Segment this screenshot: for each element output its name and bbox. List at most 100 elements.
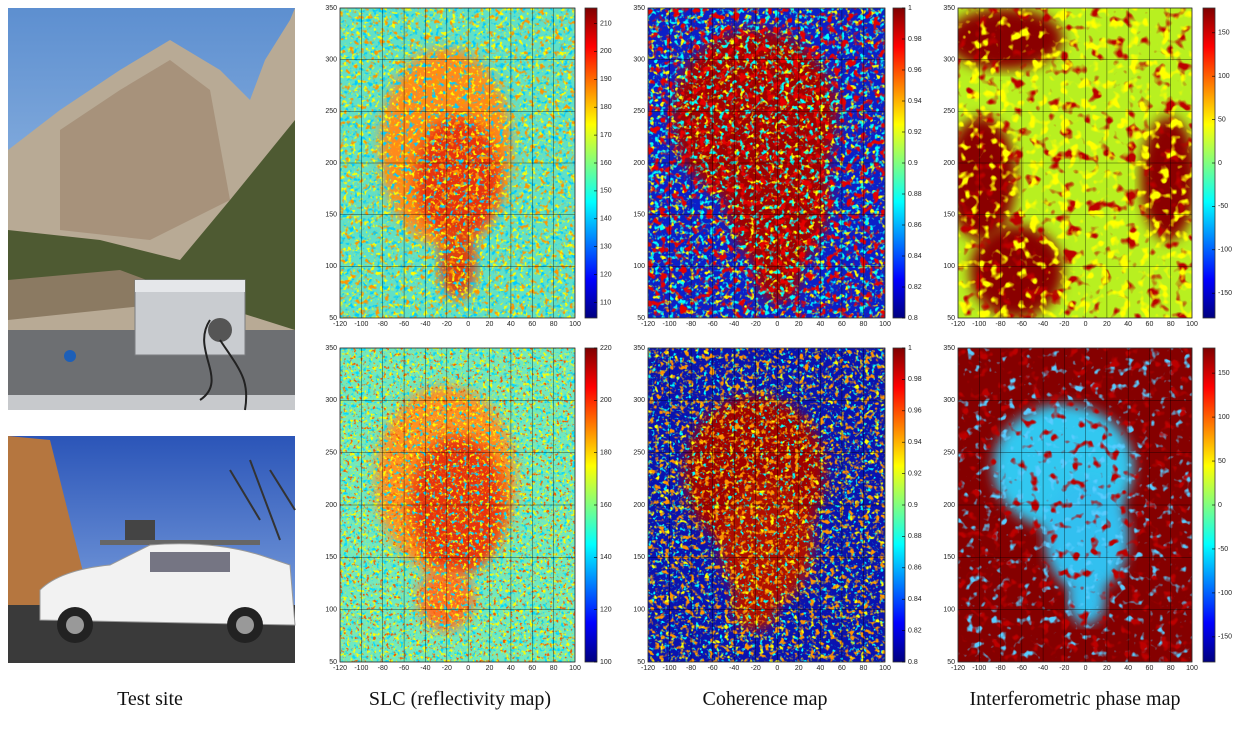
- y-tick-label: 100: [633, 263, 645, 270]
- colorbar-tick-label: 170: [600, 132, 612, 139]
- y-tick-label: 200: [633, 160, 645, 167]
- colorbar-tick-label: 140: [600, 554, 612, 561]
- x-tick-label: -20: [751, 321, 761, 328]
- y-tick-label: 250: [325, 108, 337, 115]
- colorbar-tick-label: 190: [600, 76, 612, 83]
- colorbar-tick-label: 1: [908, 5, 912, 12]
- y-tick-label: 300: [633, 57, 645, 64]
- x-tick-label: -80: [995, 321, 1005, 328]
- x-tick-label: -20: [751, 665, 761, 672]
- colorbar-tick-label: 0.94: [908, 439, 922, 446]
- x-tick-label: -80: [995, 665, 1005, 672]
- x-tick-label: -40: [729, 321, 739, 328]
- x-tick-label: 60: [1146, 665, 1154, 672]
- caption: Test site: [117, 688, 183, 710]
- photo-test-site-radar: [8, 8, 295, 411]
- x-tick-label: 40: [507, 665, 515, 672]
- colorbar-tick-label: -150: [1218, 634, 1232, 641]
- y-tick-label: 200: [325, 502, 337, 509]
- x-tick-label: 0: [1084, 665, 1088, 672]
- x-tick-label: 0: [775, 665, 779, 672]
- colorbar-tick-label: 200: [600, 397, 612, 404]
- x-tick-label: 20: [486, 665, 494, 672]
- colorbar-tick-label: 130: [600, 244, 612, 251]
- x-tick-label: 60: [528, 321, 536, 328]
- x-tick-label: -80: [686, 665, 696, 672]
- y-tick-label: 50: [947, 315, 955, 322]
- x-tick-label: 80: [550, 665, 558, 672]
- x-tick-label: 80: [860, 665, 868, 672]
- colorbar-tick-label: 0.96: [908, 67, 922, 74]
- colorbar-tick-label: 0.86: [908, 222, 922, 229]
- y-tick-label: 150: [325, 212, 337, 219]
- heatmap-panel: -120 -100 -80 -60 -40 -20 0 20 40 60 80 100 50 100 150…: [633, 345, 921, 672]
- y-tick-label: 350: [325, 5, 337, 12]
- y-tick-label: 200: [325, 160, 337, 167]
- x-tick-label: 60: [528, 665, 536, 672]
- y-tick-label: 250: [633, 108, 645, 115]
- colorbar-tick-label: 210: [600, 20, 612, 27]
- x-tick-label: 20: [486, 321, 494, 328]
- colorbar-tick-label: 0.96: [908, 408, 922, 415]
- x-tick-label: -100: [354, 665, 368, 672]
- colorbar-tick-label: 0.9: [908, 502, 918, 509]
- x-tick-label: -40: [1038, 321, 1048, 328]
- x-tick-label: 80: [1167, 665, 1175, 672]
- colorbar-tick-label: 0.84: [908, 253, 922, 260]
- x-tick-label: -40: [420, 665, 430, 672]
- x-tick-label: 80: [550, 321, 558, 328]
- colorbar-tick-label: 100: [600, 659, 612, 666]
- colorbar-tick-label: 180: [600, 450, 612, 457]
- colorbar-tick-label: 140: [600, 216, 612, 223]
- colorbar-tick-label: 0.98: [908, 376, 922, 383]
- heatmap-panel: -120 -100 -80 -60 -40 -20 0 20 40 60 80 100 50 100 150…: [943, 345, 1232, 672]
- y-tick-label: 50: [637, 315, 645, 322]
- y-tick-label: 200: [943, 160, 955, 167]
- x-tick-label: 0: [775, 321, 779, 328]
- x-tick-label: -100: [663, 665, 677, 672]
- y-tick-label: 50: [947, 659, 955, 666]
- colorbar-tick-label: 0.8: [908, 315, 918, 322]
- x-tick-label: -80: [378, 321, 388, 328]
- colorbar-tick-label: 0: [1218, 502, 1222, 509]
- y-tick-label: 50: [329, 315, 337, 322]
- y-tick-label: 50: [329, 659, 337, 666]
- x-tick-label: -60: [399, 665, 409, 672]
- y-tick-label: 100: [943, 607, 955, 614]
- plot-frame: [647, 7, 886, 319]
- x-tick-label: -20: [442, 321, 452, 328]
- x-tick-label: -120: [951, 665, 965, 672]
- y-tick-label: 100: [943, 263, 955, 270]
- x-tick-label: -40: [420, 321, 430, 328]
- x-tick-label: -100: [972, 665, 986, 672]
- y-tick-label: 250: [943, 108, 955, 115]
- caption: SLC (reflectivity map): [368, 688, 552, 710]
- y-tick-label: 100: [633, 607, 645, 614]
- colorbar-tick-label: 160: [600, 160, 612, 167]
- y-tick-label: 350: [325, 345, 337, 352]
- x-tick-label: -60: [399, 321, 409, 328]
- y-tick-label: 350: [943, 5, 955, 12]
- colorbar-tick-label: 0.92: [908, 129, 922, 136]
- colorbar-tick-label: 1: [908, 345, 912, 352]
- colorbar-tick-label: 0: [1218, 160, 1222, 167]
- x-tick-label: -100: [972, 321, 986, 328]
- y-tick-label: 150: [943, 554, 955, 561]
- colorbar-tick-label: 50: [1218, 458, 1226, 465]
- x-tick-label: -120: [641, 321, 655, 328]
- colorbar-tick-label: 100: [1218, 414, 1230, 421]
- x-tick-label: 40: [507, 321, 515, 328]
- plot-frame: [957, 347, 1193, 663]
- colorbar-tick-label: 110: [600, 299, 611, 306]
- y-tick-label: 150: [633, 554, 645, 561]
- caption: Interferometric phase map: [969, 688, 1181, 710]
- colorbar-tick-label: 100: [1218, 73, 1230, 80]
- x-tick-label: 20: [1103, 321, 1111, 328]
- x-tick-label: -120: [641, 665, 655, 672]
- y-tick-label: 300: [633, 397, 645, 404]
- x-tick-label: 80: [1167, 321, 1175, 328]
- colorbar-tick-label: 0.98: [908, 36, 922, 43]
- colorbar-tick-label: 150: [1218, 370, 1230, 377]
